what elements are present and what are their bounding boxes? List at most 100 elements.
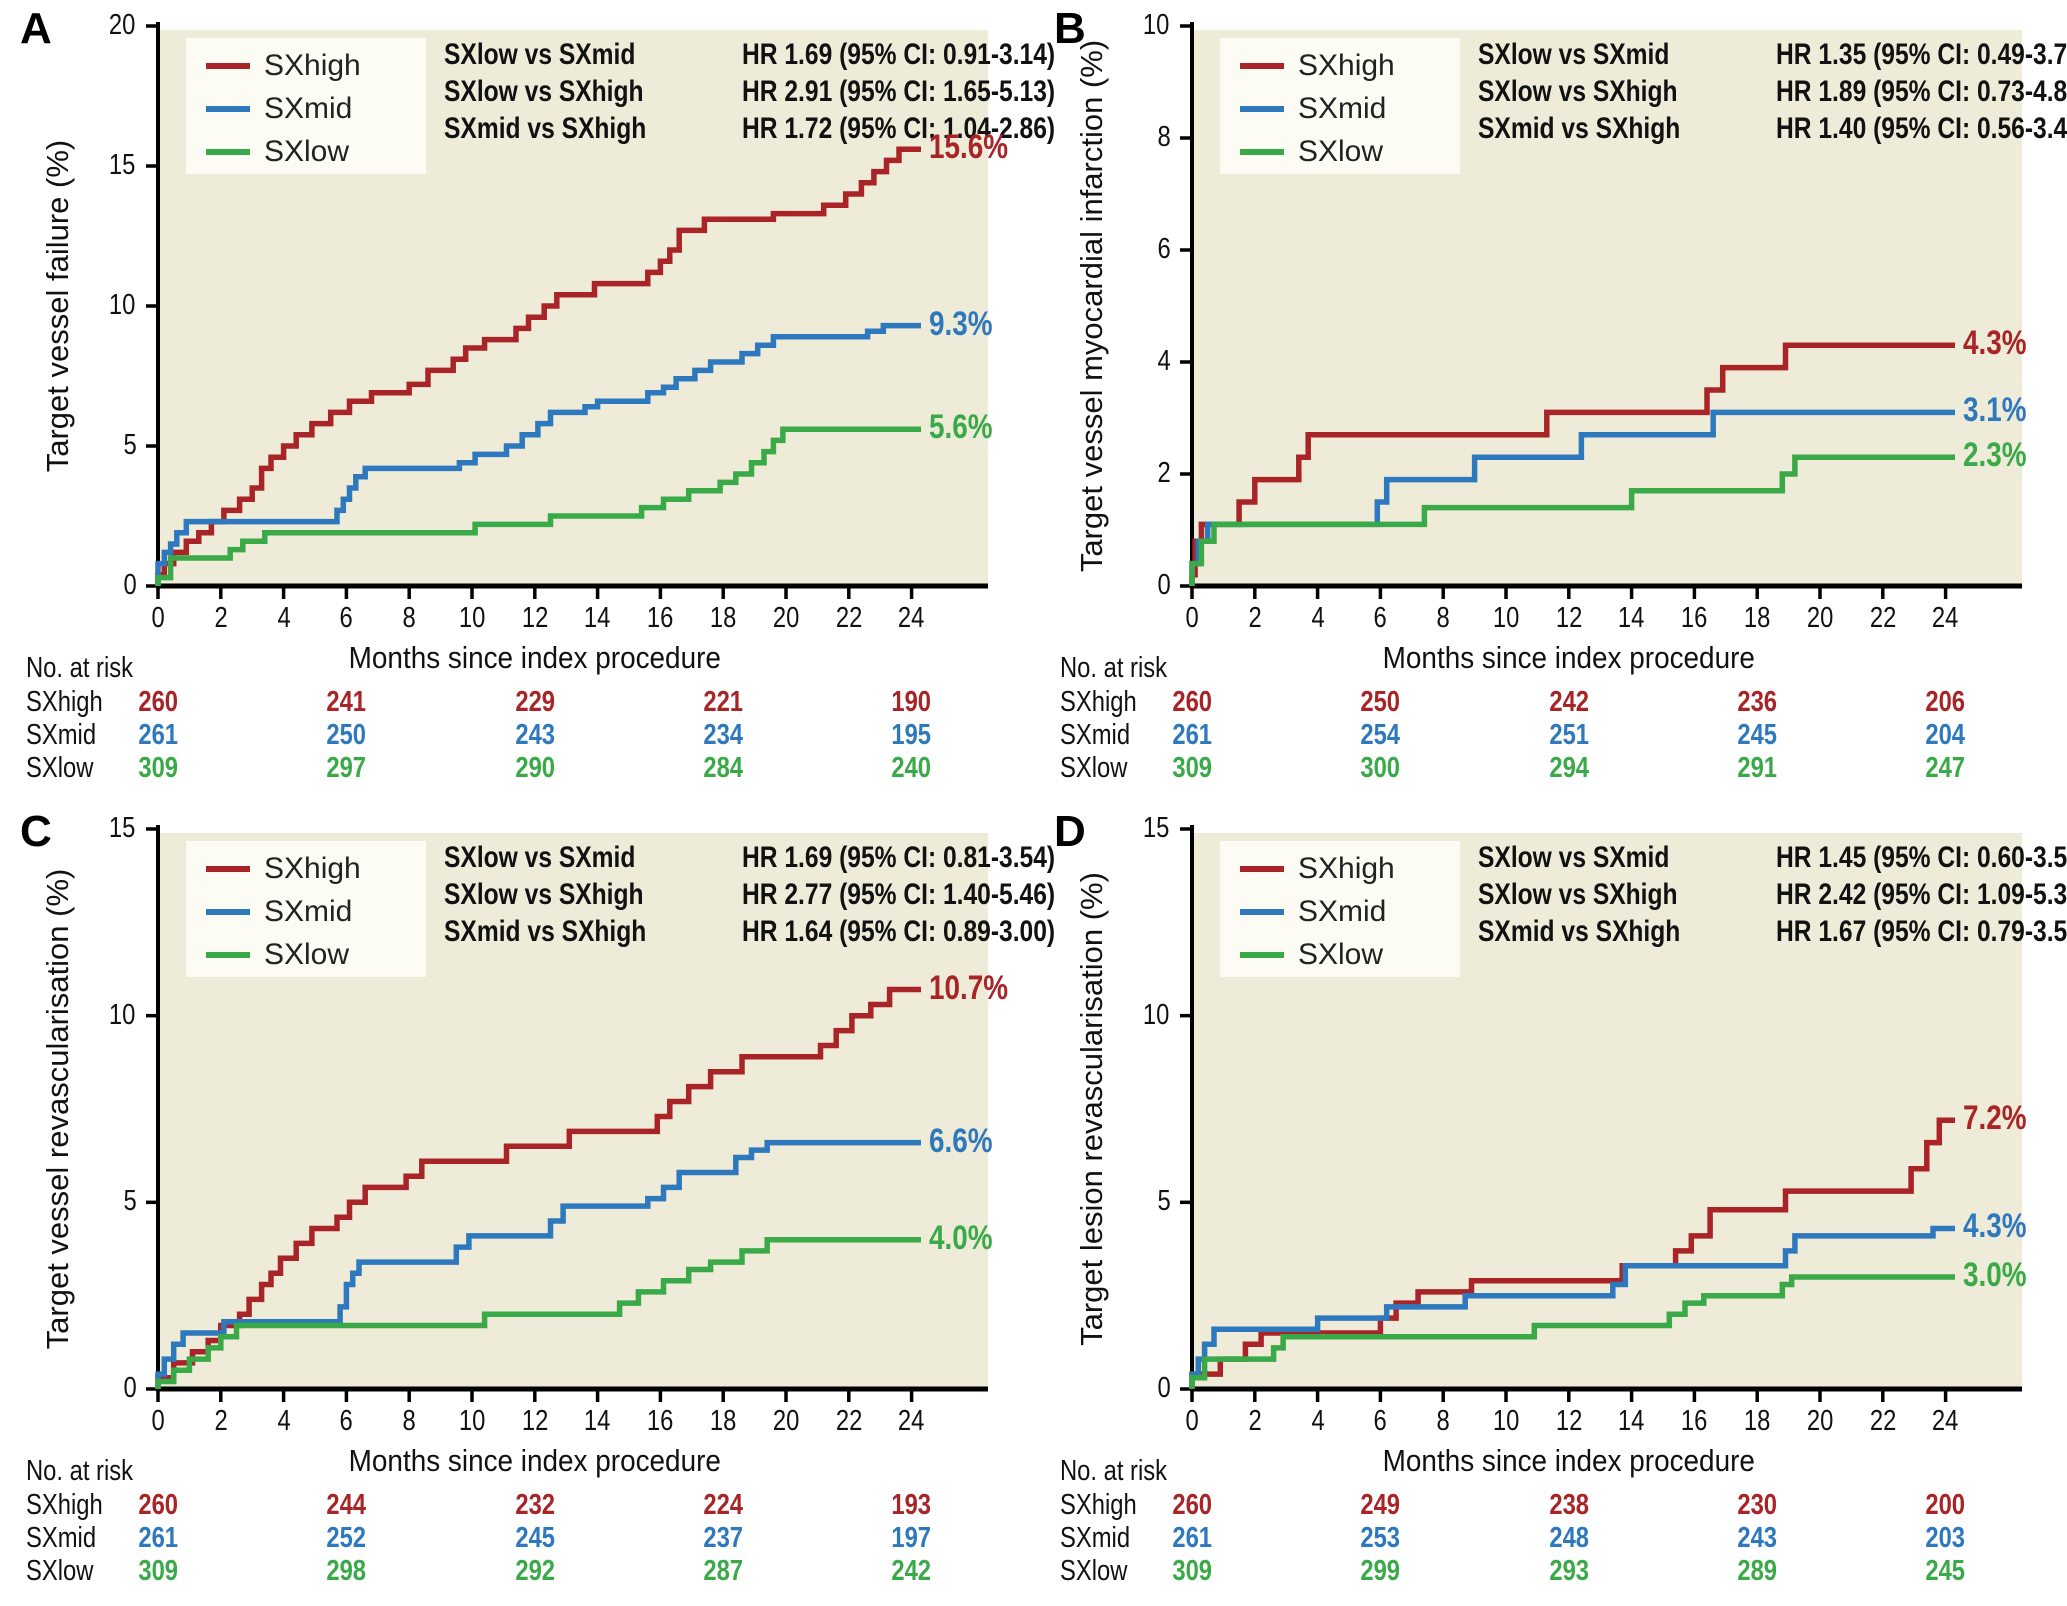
x-tick-label: 18: [678, 1405, 768, 1438]
legend-entry-label-text: SXlow: [1298, 938, 1384, 971]
curve-sxmid: [155, 1139, 921, 1389]
risk-row-name-text: SXlow: [1060, 1555, 1128, 1587]
risk-value-text: 242: [891, 1555, 932, 1587]
x-tick-label-text: 0: [151, 1405, 165, 1437]
x-tick-label: 10: [427, 1405, 517, 1438]
sxhigh-line-swatch: [206, 866, 250, 872]
legend-entry-label-text: SXlow: [264, 135, 350, 168]
risk-value-text: 309: [1172, 1555, 1212, 1587]
risk-value-text: 238: [1548, 1489, 1589, 1521]
risk-value-text: 261: [1172, 719, 1212, 751]
risk-row-name-sxhigh: SXhigh: [1060, 1489, 1154, 1522]
panel-label: B: [1054, 4, 1086, 54]
risk-row-name-text: SXlow: [1060, 752, 1128, 784]
curve-sxmid: [1189, 409, 1955, 586]
y-tick-label-text: 2: [1157, 457, 1171, 489]
risk-row-name-sxmid: SXmid: [1060, 719, 1145, 752]
panel-label-text: C: [20, 807, 52, 856]
risk-value-text: 197: [891, 1522, 932, 1554]
risk-table-title-text: No. at risk: [1060, 1455, 1168, 1487]
x-tick-label: 8: [1398, 602, 1488, 635]
end-label-sxlow: 3.0%: [1963, 1256, 2041, 1295]
end-label-text: 3.1%: [1963, 391, 2027, 430]
x-tick-label: 14: [1587, 602, 1677, 635]
x-axis-title-text: Months since index procedure: [348, 1443, 721, 1478]
risk-value: 249: [1325, 1489, 1435, 1522]
x-tick-label-text: 8: [1436, 602, 1450, 634]
end-label-sxlow: 4.0%: [929, 1219, 1007, 1258]
hr-comparison-text: SXlow vs SXhigh: [444, 878, 644, 911]
legend-entry-label: SXhigh: [264, 49, 361, 83]
y-tick-label: 4: [1112, 345, 1172, 378]
x-tick-label-text: 14: [1618, 602, 1645, 634]
risk-value-text: 261: [1172, 1522, 1212, 1554]
risk-value: 294: [1514, 752, 1624, 785]
y-tick-label-text: 4: [1157, 345, 1171, 377]
x-axis-title: Months since index procedure: [185, 1443, 885, 1479]
risk-value: 232: [480, 1489, 590, 1522]
risk-value-text: 260: [1172, 686, 1212, 718]
risk-value: 242: [1514, 686, 1624, 719]
end-label-text: 10.7%: [929, 968, 1009, 1007]
legend-entry-sxhigh: SXhigh: [1220, 849, 1460, 889]
end-label-sxmid: 9.3%: [929, 305, 1007, 344]
risk-value: 236: [1702, 686, 1812, 719]
x-tick-label-text: 24: [898, 602, 925, 634]
hr-value: HR 1.45 (95% CI: 0.60-3.50): [1776, 841, 2067, 875]
legend-entry-sxmid: SXmid: [186, 89, 426, 129]
risk-value: 190: [857, 686, 967, 719]
x-tick-label: 14: [1587, 1405, 1677, 1438]
risk-value-text: 284: [703, 752, 744, 784]
risk-value: 247: [1891, 752, 2001, 785]
risk-value-text: 289: [1737, 1555, 1778, 1587]
risk-value-text: 224: [703, 1489, 744, 1521]
x-tick-label-text: 4: [276, 602, 291, 634]
y-tick-label-text: 10: [1142, 9, 1170, 41]
legend-entry-label-text: SXmid: [1298, 92, 1387, 125]
end-label-text: 2.3%: [1963, 436, 2027, 475]
y-tick-label: 10: [78, 289, 138, 322]
end-label-sxhigh: 4.3%: [1963, 324, 2041, 363]
legend-entry-label-text: SXmid: [264, 92, 353, 125]
panel-d: D Target lesion revascularisation (%) 0 5 10…: [1034, 803, 2067, 1606]
x-tick-label: 24: [867, 602, 957, 635]
legend-entry-label-text: SXhigh: [264, 852, 361, 885]
y-tick-label: 5: [78, 429, 138, 462]
x-tick-label: 16: [1649, 602, 1739, 635]
risk-value: 197: [857, 1522, 967, 1555]
x-tick-label-text: 2: [214, 602, 228, 634]
risk-value: 243: [1702, 1522, 1812, 1555]
x-tick-label: 22: [1838, 1405, 1928, 1438]
panel-label-text: B: [1054, 4, 1086, 53]
legend-entry-label-text: SXlow: [1298, 135, 1384, 168]
x-tick-label-text: 6: [1373, 1405, 1388, 1437]
panel-label-text: A: [20, 4, 52, 53]
legend-entry-sxmid: SXmid: [186, 892, 426, 932]
x-tick-label: 4: [1273, 1405, 1363, 1438]
x-tick-label: 18: [1712, 602, 1802, 635]
risk-row-name-text: SXmid: [1060, 719, 1131, 751]
risk-value-text: 230: [1737, 1489, 1778, 1521]
y-tick-label: 0: [1112, 569, 1172, 602]
end-label-sxmid: 3.1%: [1963, 391, 2041, 430]
x-tick-label-text: 2: [214, 1405, 228, 1437]
risk-value-text: 261: [138, 719, 178, 751]
risk-value: 261: [103, 1522, 213, 1555]
x-tick-label-text: 20: [772, 602, 800, 634]
x-tick-label: 18: [678, 602, 768, 635]
y-tick-label: 2: [1112, 457, 1172, 490]
risk-row-name-text: SXmid: [26, 719, 97, 751]
risk-value: 193: [857, 1489, 967, 1522]
y-tick-label-text: 10: [108, 289, 136, 321]
x-tick-label-text: 4: [1310, 602, 1325, 634]
y-tick-label: 5: [1112, 1185, 1172, 1218]
risk-value-text: 254: [1360, 719, 1401, 751]
legend-entry-label: SXhigh: [1298, 852, 1395, 886]
x-tick-label: 22: [1838, 602, 1928, 635]
risk-row-name-text: SXmid: [26, 1522, 97, 1554]
risk-value-text: 298: [326, 1555, 367, 1587]
y-tick-label: 0: [78, 1372, 138, 1405]
end-label-text: 3.0%: [1963, 1256, 2027, 1294]
x-tick-label-text: 10: [458, 1405, 486, 1437]
x-tick-label: 4: [239, 602, 329, 635]
